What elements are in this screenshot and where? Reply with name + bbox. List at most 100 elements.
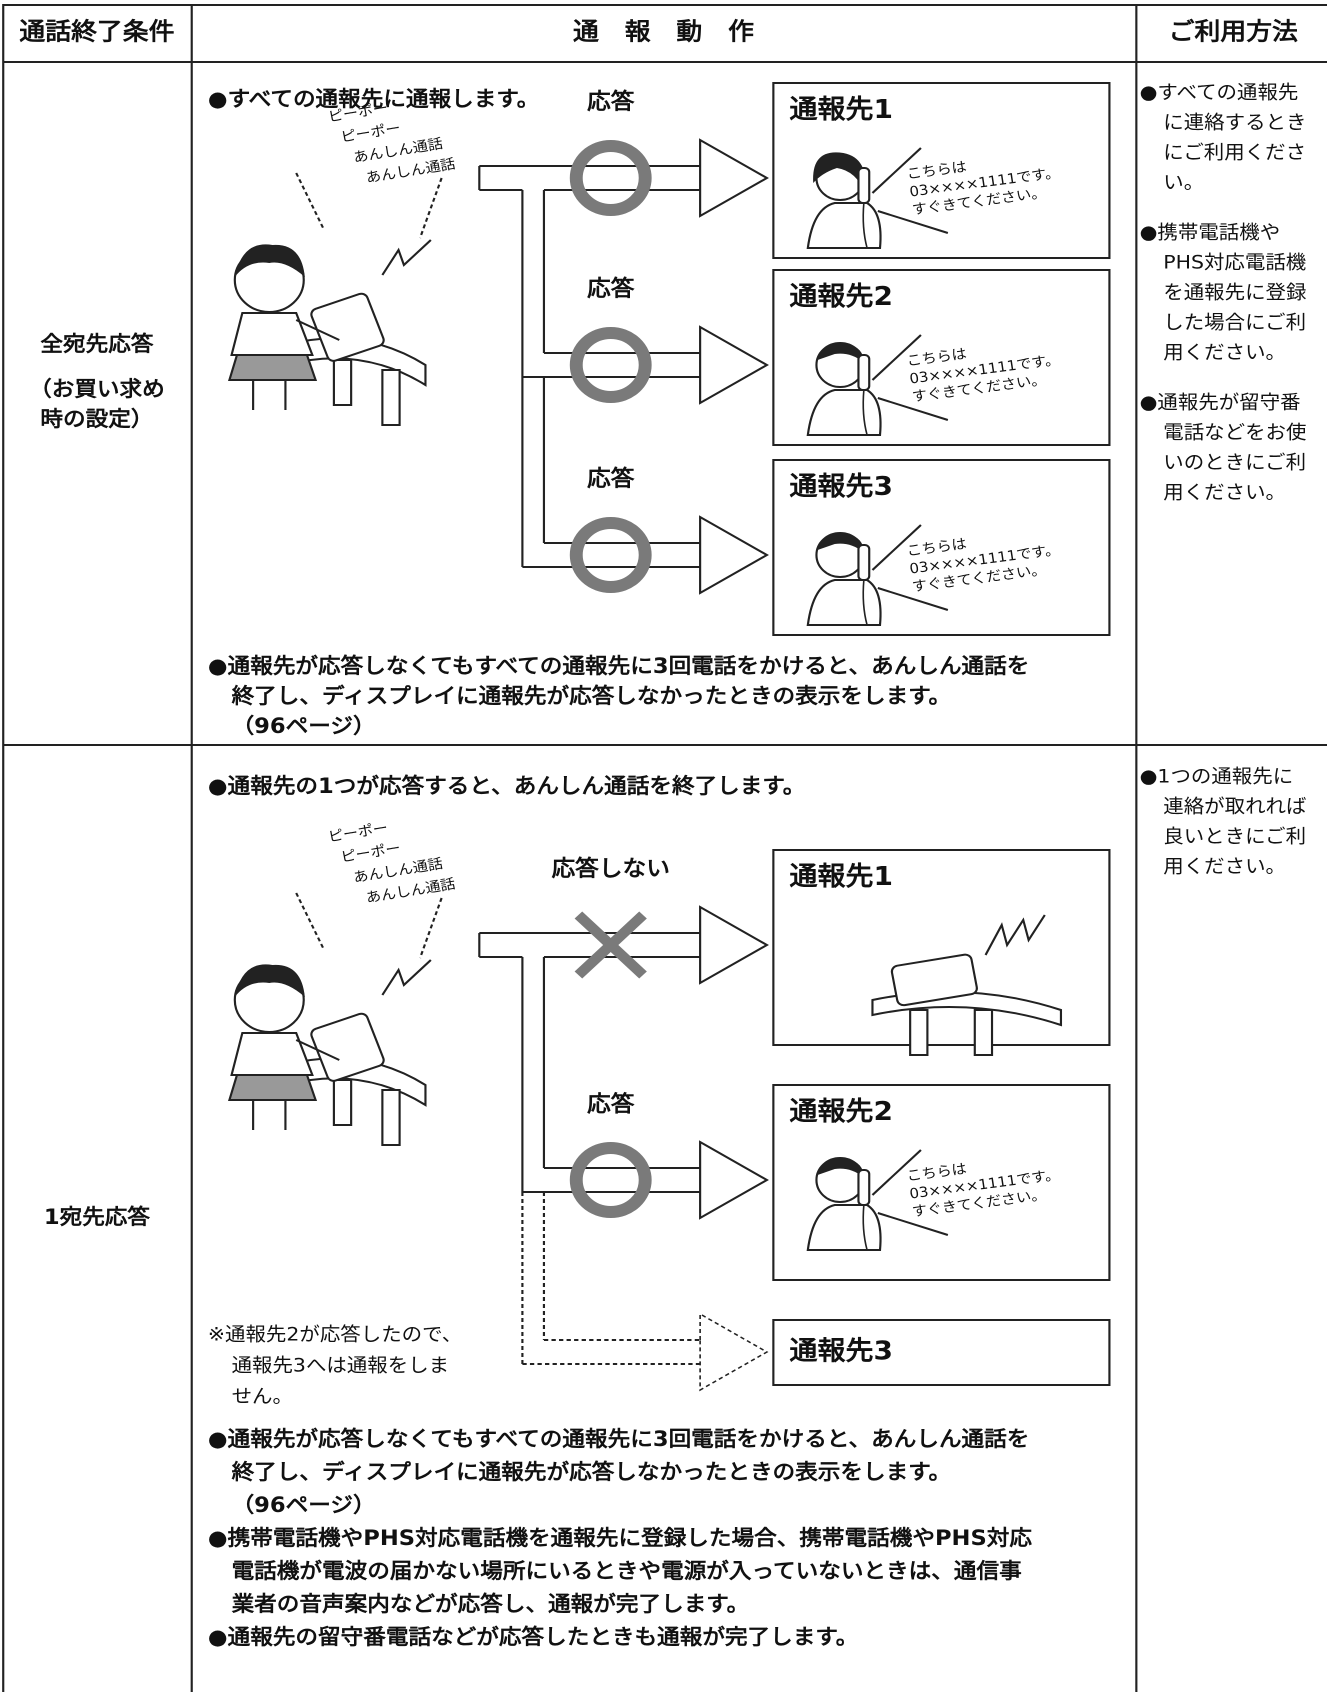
status-label: 応答 [587, 1091, 636, 1117]
note: （96ページ） [232, 1493, 376, 1517]
line [871, 524, 922, 571]
note: ●通報先の留守番電話などが応答したときも通報が完了します。 [208, 1625, 858, 1650]
cord [862, 389, 868, 436]
arrow-head [699, 515, 769, 595]
note: ●携帯電話機やPHS対応電話機を通報先に登録した場合、携帯電話機やPHS対応 [208, 1526, 1032, 1551]
usage: した場合にご利 [1163, 311, 1306, 333]
usage: を通報先に登録 [1163, 281, 1306, 303]
cord [862, 202, 868, 249]
table-leg [973, 1009, 994, 1056]
message: こちらは [906, 1161, 968, 1185]
intro: ●通報先の1つが応答すると、あんしん通話を終了します。 [208, 774, 805, 799]
receiver-illustration [806, 1157, 882, 1251]
intro: ●すべての通報先に通報します。 [208, 87, 539, 112]
table-border [2, 4, 1327, 1692]
arrow-head [699, 138, 769, 218]
line [419, 177, 443, 239]
table-leg [381, 1089, 401, 1146]
caller-sound: ピーポー [327, 820, 389, 846]
caller-illustration [228, 959, 432, 1146]
status-label: 応答 [587, 276, 636, 302]
signal [381, 239, 432, 276]
caller-sound: ピーポー [339, 840, 401, 866]
note: （96ページ） [232, 714, 376, 738]
phone [310, 1012, 385, 1082]
usage: 連絡が取れれば [1163, 795, 1306, 817]
line [871, 334, 922, 381]
table-leg [381, 369, 401, 426]
destination-name: 通報先2 [790, 282, 893, 312]
condition: 1宛先応答 [44, 1205, 150, 1230]
line [877, 587, 949, 611]
note: ●通報先が応答しなくてもすべての通報先に3回電話をかけると、あんしん通話を [208, 1427, 1030, 1452]
header-usage: ご利用方法 [1169, 18, 1298, 46]
table-leg [909, 1009, 929, 1056]
condition-note: （お買い求め [29, 377, 165, 401]
usage: ●携帯電話機や [1140, 221, 1281, 243]
unanswered-mark [574, 911, 647, 979]
destination-box [772, 1319, 1111, 1386]
arm [295, 319, 340, 341]
handset [857, 167, 871, 204]
line [877, 210, 949, 234]
side-note: 通報先3へは通報をしま [232, 1354, 450, 1376]
line [295, 892, 325, 949]
destination-name: 通報先2 [790, 1097, 893, 1127]
usage: ●通報先が留守番 [1140, 391, 1301, 413]
destination-name: 通報先1 [790, 862, 893, 892]
answered-mark [569, 140, 652, 216]
header-action: 通 報 動 作 [573, 18, 754, 46]
unanswered-phone [871, 914, 1063, 1056]
line [419, 897, 443, 959]
usage: い。 [1163, 171, 1204, 193]
usage: PHS対応電話機 [1163, 251, 1306, 273]
line [877, 397, 949, 421]
table-leg [332, 1079, 353, 1126]
line [871, 1149, 922, 1196]
caller-sound: ピーポー [339, 120, 401, 146]
note: 終了し、ディスプレイに通報先が応答しなかったときの表示をします。 [231, 1460, 952, 1485]
receiver-illustration [806, 152, 882, 249]
arrow-head [699, 905, 769, 985]
usage: 用ください。 [1163, 481, 1286, 503]
message: こちらは [906, 159, 968, 183]
note: 終了し、ディスプレイに通報先が応答しなかったときの表示をします。 [231, 684, 952, 709]
arrow-head [699, 1312, 769, 1392]
cord [862, 579, 868, 626]
status-label: 応答 [587, 466, 636, 492]
answered-mark [569, 327, 652, 403]
cord [862, 1204, 868, 1251]
line [295, 172, 325, 229]
answered-mark [569, 1142, 652, 1218]
header-condition: 通話終了条件 [19, 18, 174, 46]
note: 電話機が電波の届かない場所にいるときや電源が入っていないときは、通信事 [232, 1559, 1022, 1584]
hair [817, 1157, 863, 1177]
signal [381, 959, 432, 996]
answered-mark [569, 517, 652, 593]
hair [234, 964, 305, 997]
handset [857, 544, 871, 581]
skirt [228, 354, 318, 381]
note: 業者の音声案内などが応答し、通報が完了します。 [231, 1592, 750, 1617]
hair [813, 152, 866, 193]
destination-name: 通報先3 [790, 472, 893, 502]
body [230, 1032, 314, 1076]
usage: 用ください。 [1163, 855, 1286, 877]
skirt [228, 1074, 318, 1101]
arrow-head [699, 1140, 769, 1220]
table-leg [332, 359, 353, 406]
usage: 用ください。 [1163, 341, 1286, 363]
arrow-head [699, 325, 769, 405]
body [230, 312, 314, 356]
usage: ●すべての通報先 [1140, 81, 1299, 103]
usage: ●1つの通報先に [1140, 765, 1294, 787]
usage: いのときにご利 [1163, 451, 1306, 473]
condition-note: 時の設定） [40, 407, 153, 431]
line [871, 147, 922, 194]
legs [252, 1100, 287, 1130]
destination-name: 通報先3 [790, 1337, 893, 1367]
signal [984, 914, 1046, 956]
